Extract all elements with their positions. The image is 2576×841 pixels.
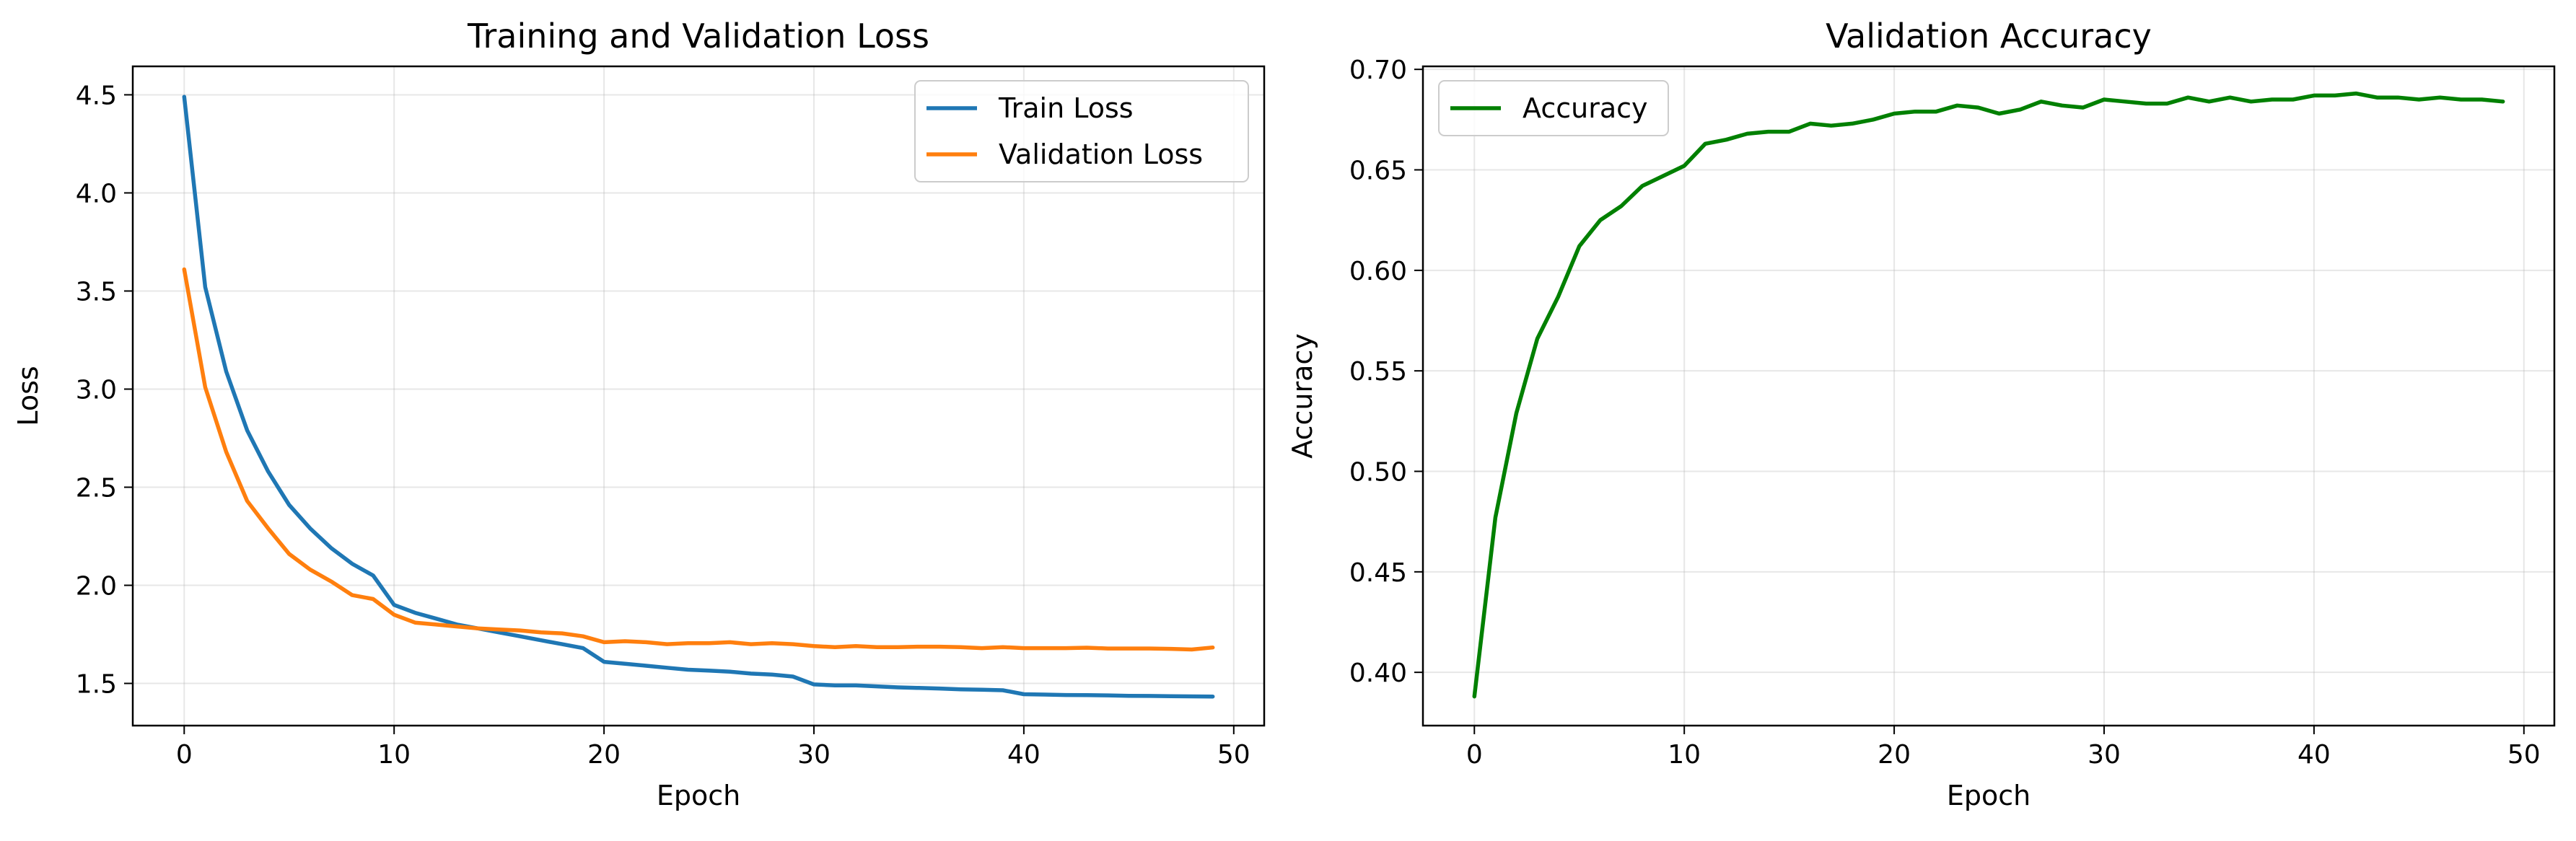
x-tick-label: 0	[1466, 740, 1483, 770]
legend-box	[914, 80, 1249, 182]
x-tick-label: 40	[2297, 740, 2331, 770]
y-tick-label: 0.50	[1349, 457, 1407, 487]
x-tick-label: 10	[377, 740, 411, 770]
series-line-0	[182, 94, 1215, 699]
y-tick-label: 0.65	[1349, 157, 1407, 186]
y-tick-label: 2.5	[76, 473, 117, 503]
x-tick-label: 20	[1878, 740, 1911, 770]
legend-label-0: Accuracy	[1523, 92, 1648, 124]
y-tick-label: 3.0	[76, 375, 117, 405]
x-tick-label: 40	[1007, 740, 1041, 770]
accuracy-chart: 0 10 20 30 40 50 0.40 0.45 0.50 0.55 0.60 0.65 0.70 V…	[1287, 17, 2556, 811]
x-axis-label: Epoch	[1947, 780, 2030, 811]
x-tick-label: 0	[176, 740, 193, 770]
legend-label-0: Train Loss	[998, 92, 1134, 124]
y-tick-label: 0.45	[1349, 558, 1407, 588]
x-axis-label: Epoch	[657, 780, 740, 811]
y-axis-label: Accuracy	[1287, 333, 1318, 459]
plot-frame	[131, 65, 1266, 727]
x-tick-label: 20	[587, 740, 621, 770]
legend-box	[1438, 80, 1669, 136]
y-tick-label: 2.0	[76, 572, 117, 602]
x-tick-label: 30	[2087, 740, 2121, 770]
y-tick-label: 0.55	[1349, 357, 1407, 387]
y-tick-label: 0.40	[1349, 659, 1407, 688]
series-line-1	[182, 267, 1215, 652]
x-tick-label: 30	[797, 740, 831, 770]
y-tick-label: 0.70	[1349, 56, 1407, 85]
y-tick-label: 0.60	[1349, 257, 1407, 286]
loss-chart: 0 10 20 30 40 50 1.5 2.0 2.5 3.0 3.5 4.0 4.5 Training…	[12, 17, 1266, 811]
x-tick-label: 50	[2507, 740, 2541, 770]
x-tick-label: 10	[1668, 740, 1701, 770]
y-tick-label: 1.5	[76, 670, 117, 700]
series-line-0	[1472, 91, 2505, 699]
plot-frame	[1421, 65, 2556, 727]
y-tick-label: 3.5	[76, 277, 117, 307]
y-axis-label: Loss	[12, 366, 44, 426]
x-tick-label: 50	[1217, 740, 1250, 770]
legend-label-1: Validation Loss	[999, 138, 1203, 170]
y-tick-label: 4.0	[76, 179, 117, 208]
y-tick-label: 4.5	[76, 81, 117, 110]
chart-title: Training and Validation Loss	[467, 17, 929, 56]
chart-title: Validation Accuracy	[1826, 17, 2152, 56]
